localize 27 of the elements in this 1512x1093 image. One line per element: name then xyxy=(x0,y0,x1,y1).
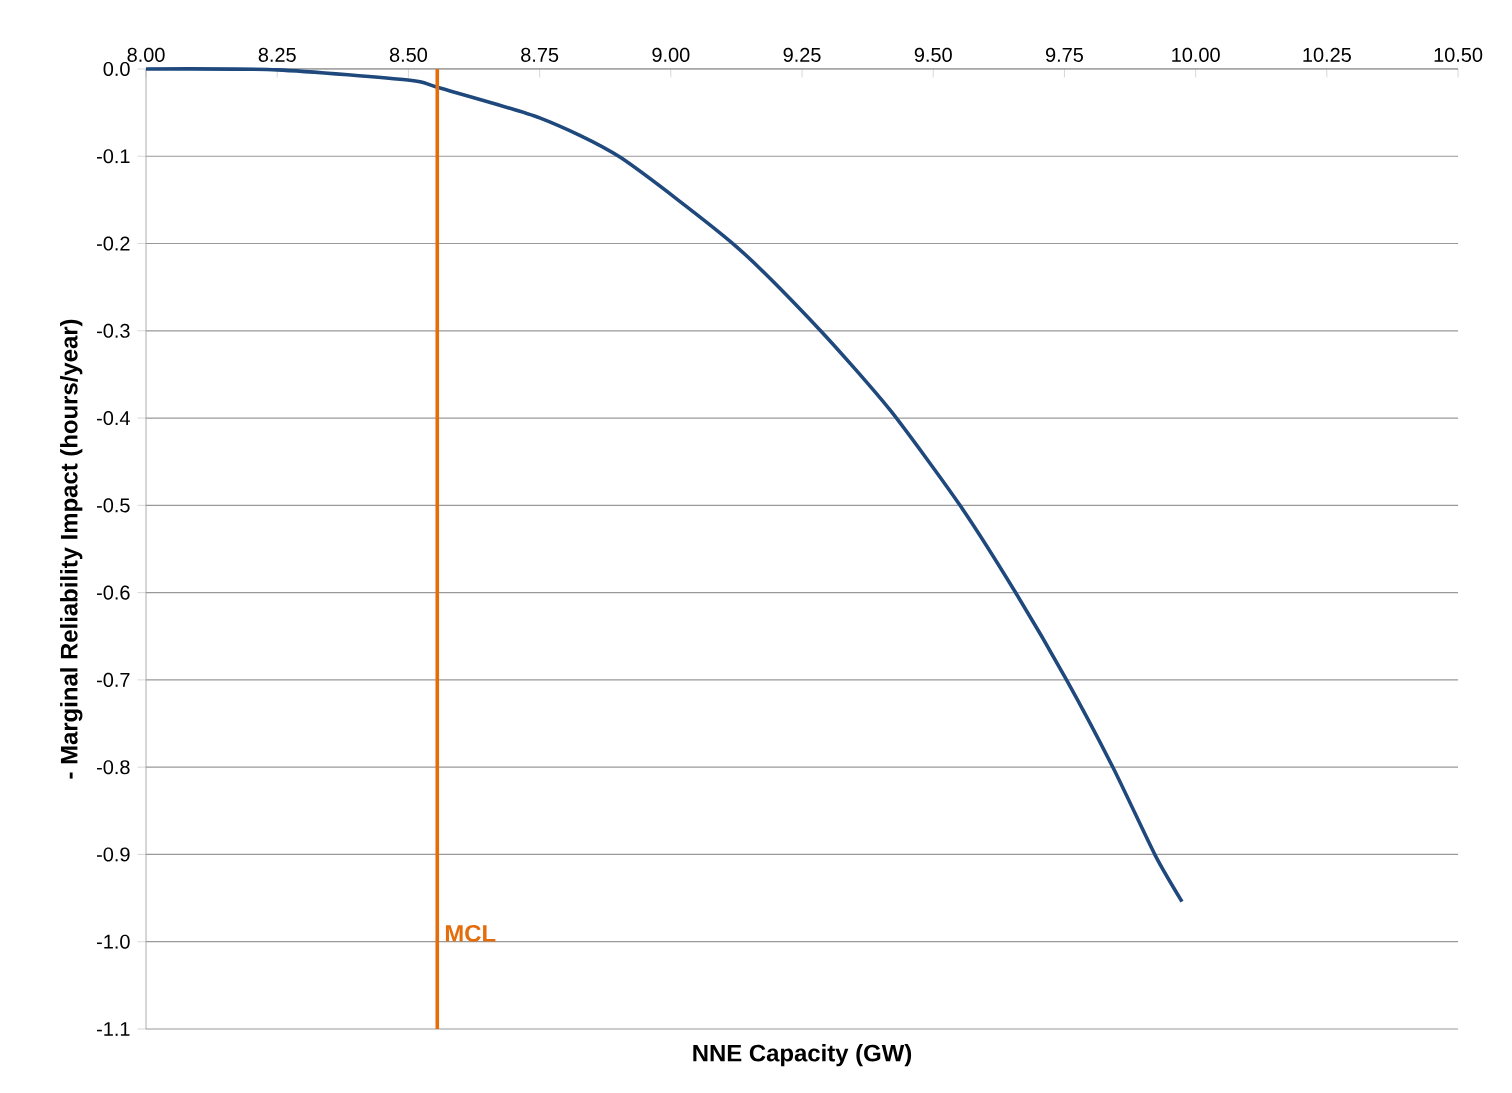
x-tick-label: 9.25 xyxy=(783,47,821,62)
y-axis-title: - Marginal Reliability Impact (hours/year) xyxy=(60,319,83,779)
y-tick-label: -0.8 xyxy=(97,760,130,775)
line-series xyxy=(144,67,1184,904)
x-tick-label: 10.25 xyxy=(1303,47,1351,62)
x-tick-label: 9.00 xyxy=(652,47,690,62)
y-tick-label: -0.6 xyxy=(97,585,130,600)
x-tick-label: 10.00 xyxy=(1172,47,1220,62)
y-tick-label: -0.7 xyxy=(97,672,130,687)
x-tick-label: 8.25 xyxy=(258,47,296,62)
x-tick-label: 8.50 xyxy=(389,47,428,62)
x-tick-label: 8.00 xyxy=(127,47,165,62)
y-tick-label: 0.0 xyxy=(103,61,130,77)
y-tick-label: -0.9 xyxy=(97,847,130,862)
x-tick-label: 8.75 xyxy=(521,47,559,62)
y-tick-label: -1.0 xyxy=(97,934,130,949)
y-tick-label: -0.2 xyxy=(97,236,130,251)
y-tick-label: -0.5 xyxy=(97,498,130,513)
x-tick-label: 9.50 xyxy=(914,47,952,62)
ref-line-label: MCL xyxy=(445,924,496,942)
y-tick-label: -0.3 xyxy=(97,323,130,338)
x-tick-label: 9.75 xyxy=(1045,47,1083,62)
x-tick-label: 10.50 xyxy=(1434,47,1483,62)
y-tick-label: -1.1 xyxy=(97,1022,130,1036)
x-axis-title: NNE Capacity (GW) xyxy=(693,1044,912,1067)
y-tick-label: -0.1 xyxy=(97,149,130,164)
y-tick-label: -0.4 xyxy=(97,411,130,426)
